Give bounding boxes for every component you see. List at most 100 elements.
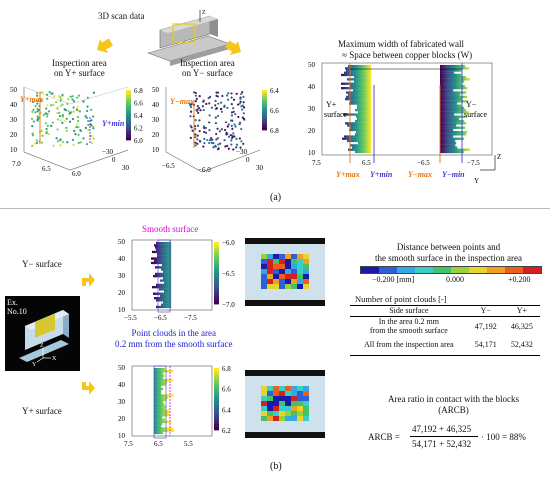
data-strip <box>370 106 372 110</box>
y-tick: 30 <box>118 272 126 280</box>
data-strip <box>449 148 451 151</box>
data-strip <box>445 142 447 145</box>
data-point <box>85 109 89 113</box>
data-strip <box>458 87 460 90</box>
data-strip <box>457 84 459 88</box>
data-strip <box>367 76 369 79</box>
data-strip <box>364 115 366 118</box>
axis-frame <box>23 87 129 171</box>
data-strip <box>168 290 170 293</box>
data-strip <box>456 148 458 151</box>
data-strip <box>351 95 353 99</box>
data-strip <box>454 95 456 99</box>
data-strip <box>362 113 364 116</box>
data-strip <box>367 131 369 134</box>
data-strip <box>447 115 449 118</box>
data-strip <box>351 71 353 74</box>
data-strip <box>163 303 165 306</box>
data-strip <box>459 65 461 68</box>
data-strip <box>452 122 454 125</box>
data-point <box>71 98 74 101</box>
data-point <box>227 147 230 150</box>
data-strip <box>355 126 357 129</box>
data-strip <box>352 100 354 103</box>
data-point <box>36 118 39 121</box>
data-strip <box>162 414 164 417</box>
data-strip <box>450 117 452 121</box>
data-strip <box>363 111 365 114</box>
data-strip <box>358 78 360 81</box>
data-strip <box>169 379 171 382</box>
scan-model: Z <box>147 10 231 66</box>
data-strip <box>366 146 368 149</box>
data-strip <box>370 137 372 140</box>
heat-cell <box>273 386 279 391</box>
data-strip <box>160 383 162 386</box>
data-strip <box>166 264 168 267</box>
data-strip <box>166 272 168 276</box>
data-strip <box>162 403 164 406</box>
data-strip <box>367 104 369 107</box>
data-strip <box>369 128 371 132</box>
data-strip <box>357 93 359 96</box>
data-strip <box>451 115 453 118</box>
data-strip <box>164 283 166 287</box>
data-strip <box>364 87 366 90</box>
data-strip <box>447 104 449 107</box>
data-strip <box>359 102 361 105</box>
data-strip <box>449 137 451 140</box>
data-strip <box>369 120 371 123</box>
data-strip <box>164 305 166 309</box>
data-strip <box>446 133 448 136</box>
data-strip <box>158 427 160 430</box>
data-strip <box>356 65 358 68</box>
heat-cell <box>261 259 267 264</box>
data-strip <box>457 91 459 94</box>
data-strip <box>161 248 163 251</box>
data-strip <box>369 146 371 149</box>
data-point <box>191 129 194 132</box>
data-point <box>229 133 232 137</box>
data-strip <box>443 91 445 94</box>
data-strip <box>457 137 459 140</box>
data-strip <box>168 266 170 269</box>
data-strip <box>364 131 366 134</box>
data-strip <box>452 139 454 143</box>
data-strip <box>362 100 364 103</box>
data-strip <box>156 248 158 251</box>
data-strip <box>166 277 168 280</box>
data-strip <box>358 146 360 149</box>
data-strip <box>367 135 369 138</box>
data-strip <box>358 128 360 132</box>
data-strip <box>168 294 170 298</box>
data-strip <box>445 120 447 123</box>
data-strip <box>164 407 166 410</box>
data-strip <box>364 67 366 70</box>
data-strip <box>454 98 456 101</box>
colorbar-segment <box>262 126 267 129</box>
data-strip <box>160 242 162 245</box>
data-strip <box>365 98 367 101</box>
data-strip <box>463 84 465 88</box>
data-strip <box>358 104 360 107</box>
data-strip <box>355 98 357 101</box>
data-point <box>194 136 197 139</box>
data-strip <box>351 82 353 85</box>
data-strip <box>449 122 451 125</box>
heat-cell <box>303 406 309 411</box>
data-strip <box>451 146 453 149</box>
heat-cell <box>285 284 291 289</box>
data-strip <box>463 87 465 90</box>
data-strip <box>451 78 453 81</box>
data-strip <box>444 139 446 143</box>
data-strip <box>157 423 159 426</box>
data-strip <box>367 80 369 83</box>
data-strip <box>441 80 443 83</box>
data-strip <box>157 387 159 391</box>
data-strip <box>361 139 363 143</box>
data-strip <box>160 425 162 428</box>
data-strip <box>361 106 363 110</box>
data-strip <box>351 135 353 138</box>
data-strip <box>459 150 461 154</box>
